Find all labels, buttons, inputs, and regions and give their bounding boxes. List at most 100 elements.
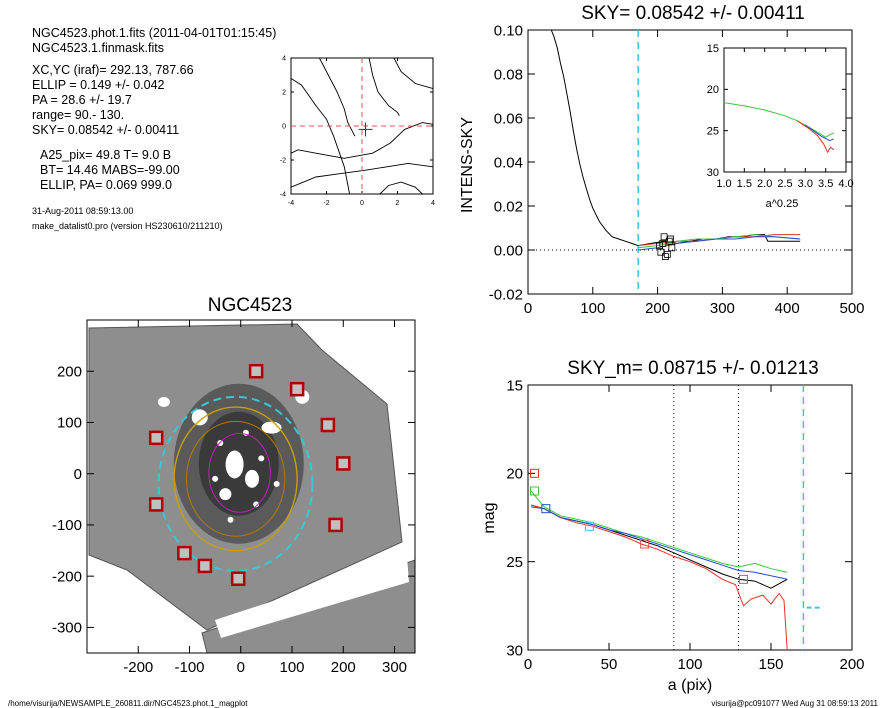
x-tick-label: 2	[396, 200, 400, 207]
x-tick-label: 2.0	[757, 178, 772, 190]
y-tick-label: 15	[506, 377, 523, 394]
x-tick-label: 0	[524, 300, 532, 317]
y-tick-label: 0.06	[494, 110, 523, 127]
mag-profile-title: SKY_m= 0.08715 +/- 0.01213	[567, 358, 818, 379]
mag-series-blue	[531, 506, 788, 580]
x-tick-label: 2.5	[777, 178, 792, 190]
y-tick-label: 25	[707, 126, 719, 138]
header-line: XC,YC (iraf)= 292.13, 787.66	[32, 63, 194, 77]
sky-inset-xlabel: a^0.25	[766, 198, 799, 210]
sky-sample-square	[660, 233, 668, 241]
sky-sample-square	[661, 253, 669, 261]
masked-blob	[219, 488, 232, 501]
star-mask-marker	[328, 517, 343, 533]
x-tick-label: -4	[288, 200, 294, 207]
y-tick-label: -4	[280, 191, 286, 198]
contour-line	[319, 57, 356, 137]
x-tick-label: 1.0	[716, 178, 731, 190]
x-tick-label: 300	[382, 659, 407, 676]
mag-profile-ylabel: mag	[481, 502, 498, 533]
masked-dot	[273, 480, 280, 487]
star-mask-marker	[197, 558, 213, 574]
y-tick-label: 0.08	[494, 66, 523, 83]
x-tick-label: 0	[360, 200, 364, 207]
y-tick-label: -0.02	[489, 286, 523, 303]
mag-marker-red	[529, 468, 539, 478]
masked-dot	[212, 475, 219, 482]
centroid-contour-panel: -4 -2 0 2 4 -4 -2 0 2 4	[280, 55, 435, 207]
x-tick-label: 200	[645, 300, 670, 317]
y-tick-label: 4	[282, 55, 286, 62]
galaxy-image-title: NGC4523	[208, 295, 293, 316]
y-tick-label: 20	[707, 84, 719, 96]
y-tick-label: 2	[282, 89, 286, 96]
star-mask-marker	[289, 381, 305, 397]
star-mask-marker	[148, 430, 164, 446]
masked-blob	[225, 450, 244, 479]
isophote-mid	[185, 420, 286, 537]
y-tick-label: -200	[52, 568, 82, 585]
star-mask-marker	[320, 417, 336, 433]
inset-series-green	[723, 102, 834, 138]
star-mask-marker	[230, 571, 246, 586]
y-tick-label: 200	[57, 363, 82, 380]
x-tick-label: 400	[775, 300, 800, 317]
inset-frame	[723, 47, 847, 173]
header-text-block: NGC4523.phot.1.fits (2011-04-01T01:15:45…	[32, 26, 276, 231]
masked-blob	[191, 409, 208, 426]
star-mask-marker	[336, 456, 351, 471]
header-line: NGC4523.phot.1.fits (2011-04-01T01:15:45…	[32, 26, 276, 40]
header-line: SKY= 0.08542 +/- 0.00411	[32, 123, 179, 137]
sky-sample-square	[668, 244, 676, 252]
sky-profile-panel: 0 100 200 300 400 500 -0.02 0.00 0.02 0.04 0.06 0.0…	[489, 22, 865, 317]
x-tick-label: 0	[237, 659, 245, 676]
galaxy-image	[88, 323, 415, 653]
y-tick-label: 15	[707, 43, 719, 55]
header-line: BT= 14.46 MABS=-99.00	[40, 163, 180, 177]
masked-blob	[157, 396, 170, 407]
y-tick-label: 0	[282, 123, 286, 130]
mag-marker-blue	[541, 504, 551, 514]
sky-sample-square	[659, 239, 667, 247]
inset-series-blue	[805, 124, 834, 142]
galaxy-image-panel: -200 -100 0 100 200 300 -300 -200 -100 0 100 200	[52, 319, 416, 676]
x-tick-label: -100	[174, 659, 204, 676]
y-tick-label: -2	[280, 157, 286, 164]
x-tick-label: 3.5	[818, 178, 833, 190]
x-tick-label: 1.5	[737, 178, 752, 190]
sky-ellipse	[157, 395, 314, 573]
y-tick-label: -300	[52, 620, 82, 637]
x-tick-label: 300	[710, 300, 735, 317]
x-tick-label: 0	[524, 656, 532, 673]
x-tick-label: 100	[580, 300, 605, 317]
contour-line	[290, 162, 434, 188]
y-tick-label: 0	[74, 466, 82, 483]
contour-line	[393, 57, 434, 90]
sky-sample-square	[665, 237, 673, 245]
header-line: A25_pix= 49.8 T= 9.0 B	[40, 148, 171, 162]
masked-dot	[253, 501, 260, 508]
x-tick-label: 200	[839, 656, 864, 673]
mag-marker-cyan	[585, 521, 595, 531]
mag-marker-green	[529, 486, 539, 496]
plot-frame	[86, 319, 416, 654]
mag-profile-panel: 0 50 100 150 200 15 20 25 30	[506, 377, 864, 673]
y-tick-label: 0.04	[494, 154, 523, 171]
contour-line	[368, 57, 400, 117]
footer-path: /home/visurija/NEWSAMPLE_260811.dir/NGC4…	[8, 699, 248, 708]
masked-blob	[245, 469, 260, 488]
y-tick-label: 0.00	[494, 242, 523, 259]
masked-dot	[227, 516, 234, 523]
y-tick-label: 30	[506, 642, 523, 659]
image-gap	[215, 557, 409, 638]
x-tick-label: -200	[123, 659, 153, 676]
x-tick-label: 4	[431, 200, 435, 207]
sky-sample-square	[667, 235, 674, 243]
sky-sample-square	[657, 248, 665, 256]
contour-line	[290, 122, 434, 159]
header-line: range= 90.- 130.	[32, 108, 124, 122]
x-tick-label: 4.0	[838, 178, 853, 190]
header-line: PA = 28.6 +/- 19.7	[32, 93, 132, 107]
y-tick-label: 0.10	[494, 22, 523, 39]
